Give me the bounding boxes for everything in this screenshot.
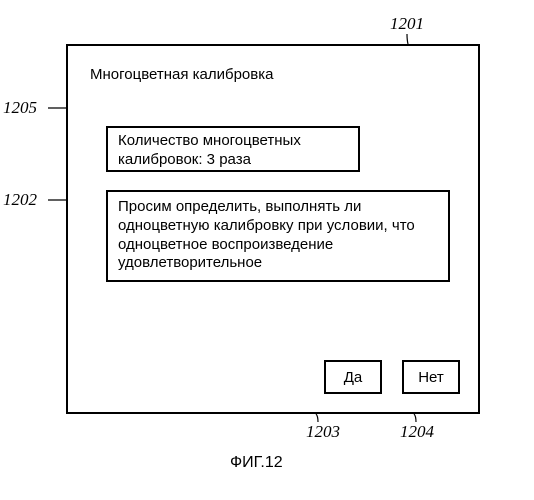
- callout-1201: 1201: [390, 14, 424, 34]
- count-label-line2: калибровок: 3 раза: [118, 151, 251, 168]
- yes-button[interactable]: Да: [324, 360, 382, 394]
- prompt-text: Просим определить, выполнять ли одноцвет…: [118, 198, 415, 271]
- yes-button-label: Да: [344, 369, 363, 386]
- no-button[interactable]: Нет: [402, 360, 460, 394]
- dialog-title: Многоцветная калибровка: [90, 66, 273, 83]
- count-box: Количество многоцветных калибровок: 3 ра…: [106, 126, 360, 172]
- count-label-line1: Количество многоцветных: [118, 132, 301, 149]
- no-button-label: Нет: [418, 369, 444, 386]
- callout-1203: 1203: [306, 422, 340, 442]
- callout-1204: 1204: [400, 422, 434, 442]
- callout-1202: 1202: [3, 190, 37, 210]
- callout-1205: 1205: [3, 98, 37, 118]
- dialog-window: Многоцветная калибровка Количество много…: [66, 44, 480, 414]
- figure-caption: ФИГ.12: [230, 454, 283, 472]
- prompt-box: Просим определить, выполнять ли одноцвет…: [106, 190, 450, 282]
